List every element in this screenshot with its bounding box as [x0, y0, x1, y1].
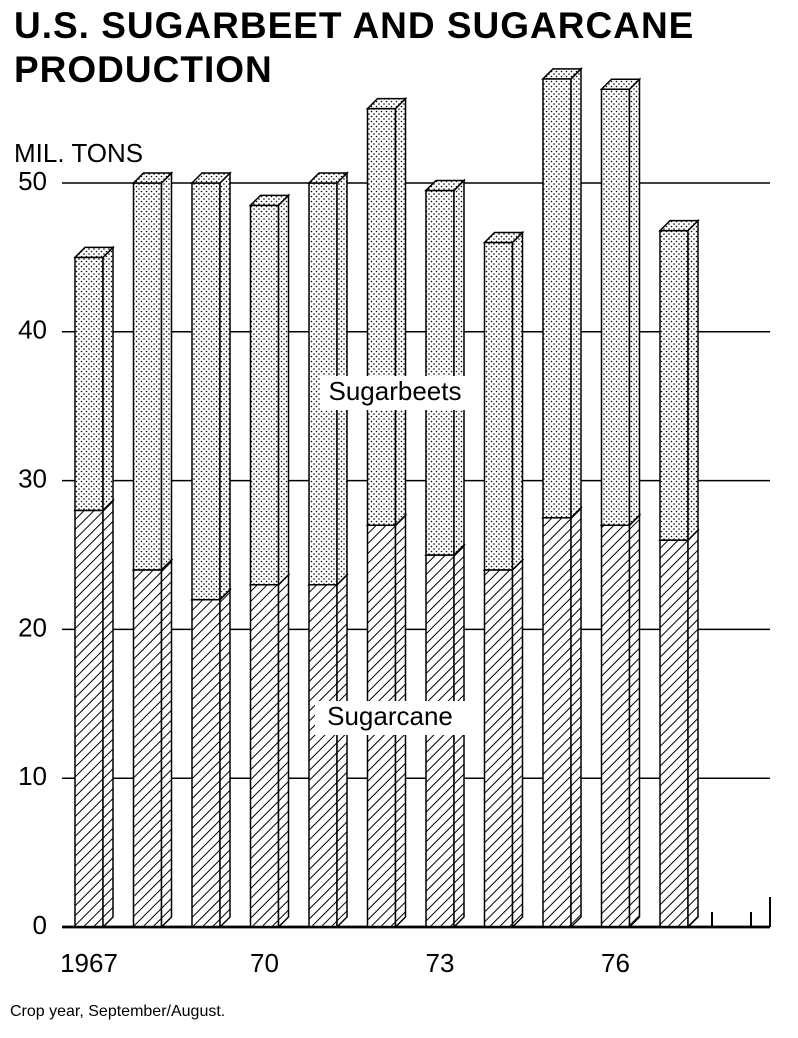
bar-side — [687, 218, 699, 542]
bar-side — [570, 505, 582, 929]
bar-front — [191, 182, 221, 601]
bar-top — [541, 68, 583, 80]
bar-side — [219, 587, 231, 929]
bar-side — [160, 171, 173, 572]
series-label: Sugarbeets — [329, 376, 462, 406]
bar-side — [511, 558, 524, 929]
bar-top — [307, 172, 349, 184]
x-tick-label: 76 — [601, 948, 630, 978]
bar-top — [424, 179, 466, 192]
x-tick-label: 73 — [426, 948, 455, 978]
bar-top — [482, 231, 525, 244]
bar-front — [483, 569, 514, 928]
chart-title: U.S. SUGARBEET AND SUGARCANE PRODUCTION — [14, 5, 695, 90]
y-tick-label: 50 — [18, 166, 47, 196]
bar-side — [219, 171, 231, 602]
bar-side — [453, 543, 465, 929]
y-axis-label: MIL. TONS — [14, 138, 143, 168]
bar-top — [599, 78, 642, 91]
bar-side — [394, 96, 407, 528]
footnote: Crop year, September/August. — [10, 1003, 225, 1020]
bar-top — [365, 97, 408, 110]
bar-side — [628, 513, 641, 929]
bar-front — [249, 204, 280, 586]
bar-front — [483, 241, 514, 571]
bar-front — [191, 598, 221, 928]
bar-top — [658, 219, 700, 232]
bar-top — [73, 246, 115, 259]
bar-side — [160, 558, 173, 929]
bar-front — [600, 88, 631, 526]
bar-front — [542, 78, 572, 519]
bar-front — [425, 189, 455, 556]
bar-front — [74, 256, 104, 512]
bar-front — [132, 182, 163, 571]
bar-front — [308, 584, 338, 928]
y-tick-label: 0 — [33, 910, 47, 940]
bar-side — [628, 77, 641, 528]
bar-front — [366, 107, 397, 526]
bar-front — [249, 584, 280, 928]
bar-side — [511, 230, 524, 572]
bar-side — [687, 528, 699, 929]
bar-side — [336, 572, 348, 929]
bar-front — [600, 524, 631, 928]
bar-front — [74, 509, 104, 928]
bar-top — [131, 172, 174, 184]
x-tick-label: 70 — [250, 948, 279, 978]
bar-side — [102, 498, 114, 929]
bar-side — [277, 193, 290, 587]
series-label-bg — [320, 376, 470, 410]
bar-side — [570, 67, 582, 520]
series-label-bg — [315, 701, 465, 735]
x-tick-label: 1967 — [60, 948, 118, 978]
bar-front — [659, 539, 689, 928]
bar-top — [190, 172, 232, 184]
bar-side — [102, 245, 114, 513]
y-tick-label: 20 — [18, 612, 47, 642]
bar-side — [277, 572, 290, 929]
bar-front — [542, 517, 572, 928]
bar-side — [453, 178, 465, 557]
y-tick-label: 10 — [18, 761, 47, 791]
bar-top — [248, 194, 291, 207]
y-tick-label: 30 — [18, 463, 47, 493]
bar-front — [425, 554, 455, 928]
y-tick-label: 40 — [18, 315, 47, 345]
bar-front — [132, 569, 163, 928]
series-label: Sugarcane — [327, 701, 453, 731]
bar-front — [659, 229, 689, 541]
